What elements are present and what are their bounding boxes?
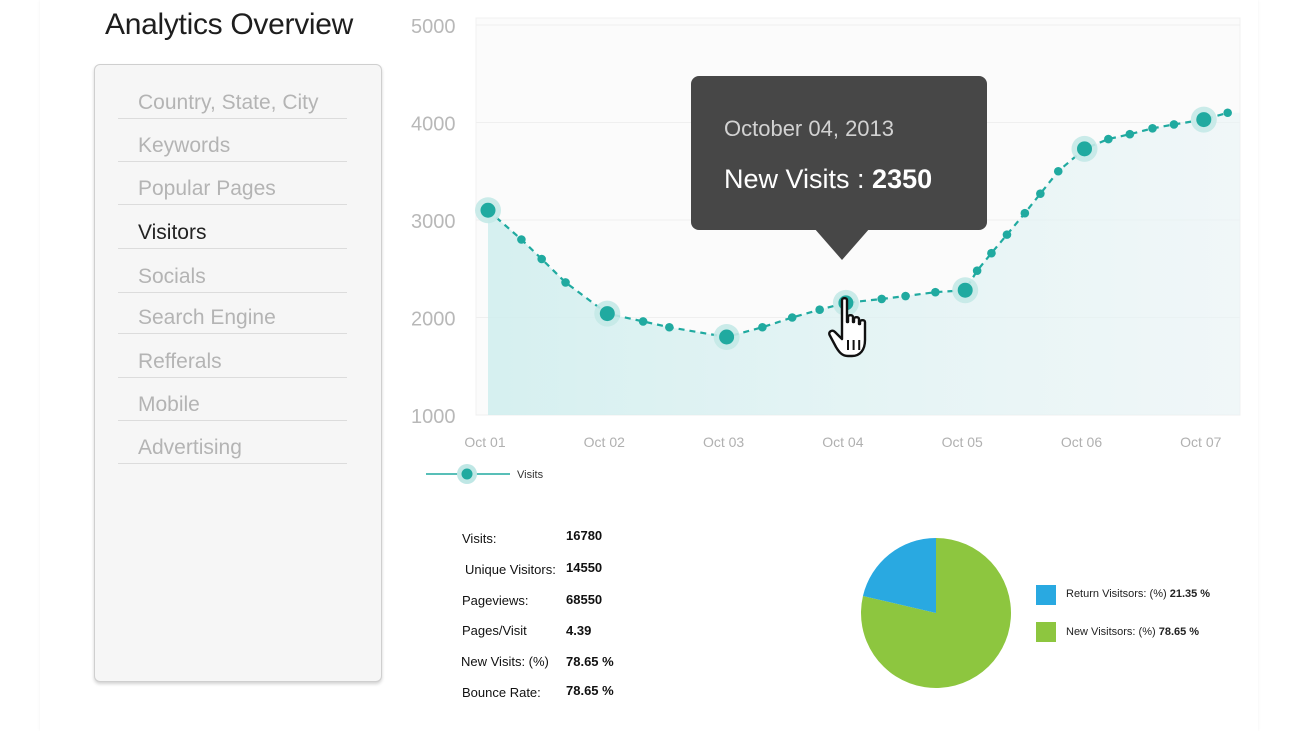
data-point-minor [1223, 108, 1232, 118]
chart-tooltip: October 04, 2013 New Visits : 2350 [691, 76, 987, 230]
data-point-minor [787, 313, 797, 322]
data-point-minor [1104, 134, 1113, 144]
tooltip-date: October 04, 2013 [724, 116, 895, 141]
chart-points [475, 106, 1232, 350]
data-point [1077, 141, 1092, 157]
data-point-minor [758, 322, 767, 332]
data-point-minor [1002, 230, 1012, 239]
return-visitors-legend: Return Visitsors: (%) 21.35 % [1066, 588, 1210, 600]
data-point-minor [877, 294, 886, 304]
sidebar-item-label: Search Engine [138, 306, 276, 329]
data-point-minor [561, 278, 570, 287]
y-tick-label: 5000 [411, 16, 456, 38]
data-point-minor [1148, 124, 1157, 133]
stat-value: 4.39 [566, 623, 592, 638]
sidebar-item-socials[interactable]: Socials [118, 251, 347, 293]
x-axis: Oct 01 Oct 02 Oct 03 Oct 04 Oct 05 Oct 06 Oct … [464, 434, 1221, 450]
data-point-minor [815, 305, 824, 315]
data-point-minor [665, 322, 674, 332]
sidebar: Country, State, City Keywords Popular Pa… [94, 64, 382, 682]
sidebar-item-mobile[interactable]: Mobile [118, 379, 347, 421]
stat-value: 68550 [566, 592, 603, 607]
data-point-minor [1125, 129, 1135, 139]
data-point-minor [931, 287, 940, 297]
stat-value: 78.65 % [566, 654, 614, 669]
tooltip-value: 2350 [872, 164, 933, 194]
data-point [480, 202, 496, 218]
pie-legend-value: 78.65 % [1158, 626, 1200, 638]
data-point-minor [638, 317, 648, 326]
chart-area [488, 112, 1240, 415]
data-point-minor [1020, 208, 1030, 218]
stat-label: Visits: [462, 531, 497, 546]
x-tick-label: Oct 07 [1180, 434, 1221, 450]
data-point [719, 329, 735, 345]
sidebar-item-label: Visitors [138, 221, 207, 244]
sidebar-item-popular-pages[interactable]: Popular Pages [118, 163, 347, 205]
sidebar-item-label: Popular Pages [138, 177, 276, 200]
visitor-pie-chart [861, 538, 1011, 688]
stat-label: Bounce Rate: [462, 685, 541, 700]
data-point [1196, 112, 1212, 128]
sidebar-item-visitors[interactable]: Visitors [118, 207, 347, 249]
data-point-minor [972, 266, 982, 276]
data-point-minor [987, 248, 996, 258]
sidebar-item-keywords[interactable]: Keywords [118, 120, 347, 162]
pie-legend-label: New Visitsors: (%) [1066, 626, 1159, 638]
series-area [488, 112, 1240, 415]
tooltip-label-text: New Visits : [724, 164, 873, 194]
y-tick-label: 1000 [411, 406, 456, 428]
sidebar-item-label: Keywords [138, 134, 231, 157]
pie-legend-label: Return Visitsors: (%) [1066, 588, 1170, 600]
sidebar-item-label: Mobile [138, 393, 200, 416]
stat-value: 16780 [566, 528, 603, 543]
stat-label: Pages/Visit [462, 623, 527, 638]
series-line [487, 111, 1228, 339]
sidebar-item-label: Advertising [138, 436, 242, 459]
sidebar-item-label: Country, State, City [138, 91, 319, 114]
stat-label: Pageviews: [462, 593, 529, 608]
pie-legend-value: 21.35 % [1169, 588, 1211, 600]
tooltip-arrow [814, 228, 870, 260]
data-point-minor [517, 235, 526, 244]
y-tick-label: 3000 [411, 211, 456, 233]
chart-legend-label: Visits [517, 469, 544, 481]
data-point [957, 282, 973, 298]
new-visitors-legend: New Visitsors: (%) 78.65 % [1066, 626, 1199, 638]
data-point-minor [1053, 166, 1063, 176]
y-tick-label: 4000 [411, 114, 456, 136]
stat-label: New Visits: (%) [461, 654, 549, 669]
data-point-minor [1036, 189, 1045, 198]
return-visitors-swatch [1036, 585, 1056, 605]
x-tick-label: Oct 05 [942, 434, 983, 450]
y-axis: 1000 2000 3000 4000 5000 [411, 16, 456, 428]
sidebar-item-refferals[interactable]: Refferals [118, 336, 347, 378]
pie-slice-return-visitors [862, 538, 936, 613]
sidebar-item-advertising[interactable]: Advertising [118, 422, 347, 464]
data-point-minor [537, 254, 546, 264]
x-tick-label: Oct 01 [464, 434, 505, 450]
data-point-minor [1169, 120, 1179, 129]
x-tick-label: Oct 02 [584, 434, 625, 450]
stat-label: Unique Visitors: [465, 562, 556, 577]
chart-legend-marker [426, 464, 510, 484]
sidebar-item-country-state-city[interactable]: Country, State, City [118, 77, 347, 119]
x-tick-label: Oct 04 [822, 434, 863, 450]
y-tick-label: 2000 [411, 309, 456, 331]
chart-series-visits [487, 111, 1228, 339]
stat-value: 78.65 % [566, 683, 614, 698]
sidebar-item-label: Refferals [138, 350, 222, 373]
hand-cursor-icon [828, 297, 867, 358]
new-visitors-swatch [1036, 622, 1056, 642]
sidebar-item-label: Socials [138, 265, 206, 288]
tooltip-label: New Visits : 2350 [724, 164, 932, 195]
data-point-minor [901, 291, 910, 301]
x-tick-label: Oct 03 [703, 434, 744, 450]
x-tick-label: Oct 06 [1061, 434, 1102, 450]
page-title: Analytics Overview [105, 8, 354, 41]
data-point [599, 306, 615, 322]
sidebar-item-search-engine[interactable]: Search Engine [118, 292, 347, 334]
stat-value: 14550 [566, 560, 603, 575]
